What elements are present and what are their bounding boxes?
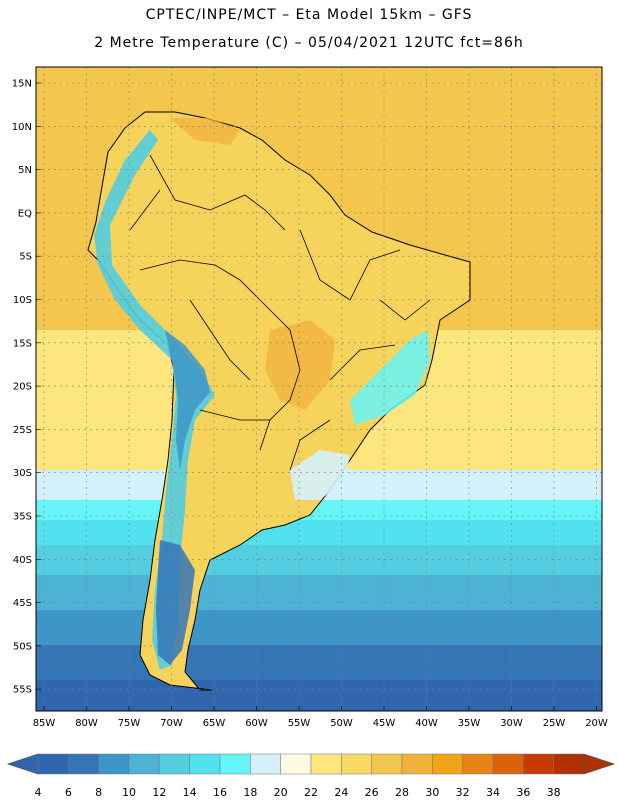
colorbar-swatch	[432, 753, 463, 775]
lat-label: 20S	[13, 382, 32, 393]
ocean-band-6	[36, 645, 602, 680]
lon-label: 40W	[415, 718, 438, 729]
lon-label: 25W	[543, 718, 566, 729]
colorbar: 4 6 8 10 12 14 16 18 20 22 24 26 28 30 32 34 36 38	[6, 753, 616, 799]
south-brazil-cool	[290, 450, 350, 500]
colorbar-swatch	[68, 753, 99, 775]
colorbar-swatch	[523, 753, 554, 775]
colorbar-label: 10	[122, 786, 136, 799]
lat-label: 15N	[12, 79, 32, 90]
colorbar-swatch	[37, 753, 69, 775]
lon-label: 75W	[118, 718, 141, 729]
lat-label: 15S	[13, 338, 32, 349]
colorbar-label: 24	[334, 786, 348, 799]
lon-label: 65W	[203, 718, 226, 729]
lon-label: 35W	[458, 718, 481, 729]
lat-label: 25S	[13, 425, 32, 436]
colorbar-label: 12	[152, 786, 166, 799]
ocean-band-8	[36, 610, 602, 645]
colorbar-label: 32	[456, 786, 470, 799]
colorbar-right-arrow	[583, 753, 616, 775]
lon-label: 70W	[160, 718, 183, 729]
lat-label: 50S	[13, 641, 32, 652]
lat-label: 45S	[13, 598, 32, 609]
colorbar-swatch	[462, 753, 494, 775]
colorbar-label: 6	[65, 786, 72, 799]
south-america-land	[87, 111, 471, 691]
colorbar-swatch	[250, 753, 281, 775]
colorbar-label: 18	[243, 786, 257, 799]
colorbar-swatch	[341, 753, 372, 775]
colorbar-swatch	[219, 753, 251, 775]
lat-label: 5S	[19, 252, 32, 263]
colorbar-label: 16	[213, 786, 227, 799]
colorbar-swatch	[492, 753, 524, 775]
colorbar-label: 34	[486, 786, 500, 799]
chart-title-line-1: CPTEC/INPE/MCT – Eta Model 15km – GFS	[145, 7, 473, 23]
lon-label: 80W	[75, 718, 98, 729]
country-borders	[129, 154, 431, 471]
lat-label: 30S	[13, 468, 32, 479]
colorbar-swatch	[310, 753, 342, 775]
lat-label: 35S	[13, 512, 32, 523]
lat-label: 10S	[13, 295, 32, 306]
lon-label: 50W	[330, 718, 353, 729]
lon-label: 30W	[500, 718, 523, 729]
map-frame	[35, 66, 603, 712]
lat-label: 5N	[18, 165, 32, 176]
graticule	[36, 67, 602, 711]
colorbar-swatch	[401, 753, 433, 775]
ocean-band-10	[36, 575, 602, 610]
colorbar-label: 30	[425, 786, 439, 799]
colorbar-label: 28	[395, 786, 409, 799]
lon-label: 45W	[373, 718, 396, 729]
colorbar-label: 8	[95, 786, 102, 799]
ocean-band-14	[36, 520, 602, 545]
lon-label: 60W	[245, 718, 268, 729]
lat-label: 40S	[13, 555, 32, 566]
caribbean-warm	[170, 118, 240, 145]
ocean-band-4	[36, 680, 602, 711]
colorbar-swatch	[98, 753, 130, 775]
colorbar-label: 4	[35, 786, 42, 799]
colorbar-swatch	[371, 753, 403, 775]
lat-label: EQ	[18, 208, 32, 219]
colorbar-label: 38	[547, 786, 561, 799]
lat-label: 55S	[13, 685, 32, 696]
colorbar-swatch	[553, 753, 585, 775]
colorbar-swatch	[189, 753, 221, 775]
ocean-band-12	[36, 545, 602, 575]
colorbar-label: 36	[516, 786, 530, 799]
colorbar-label: 20	[274, 786, 288, 799]
colorbar-label: 14	[183, 786, 197, 799]
andes-cold-core	[165, 330, 210, 470]
lon-label: 85W	[33, 718, 56, 729]
chart-title-line-2: 2 Metre Temperature (C) – 05/04/2021 12U…	[94, 35, 524, 51]
colorbar-left-arrow	[6, 753, 39, 775]
colorbar-swatch	[159, 753, 190, 775]
lat-label: 10N	[12, 122, 32, 133]
colorbar-swatch	[280, 753, 312, 775]
colorbar-swatch	[128, 753, 160, 775]
colorbar-label: 26	[365, 786, 379, 799]
colorbar-label: 22	[304, 786, 318, 799]
se-brazil-cool	[350, 330, 430, 425]
lon-label: 55W	[288, 718, 311, 729]
lon-label: 20W	[585, 718, 608, 729]
